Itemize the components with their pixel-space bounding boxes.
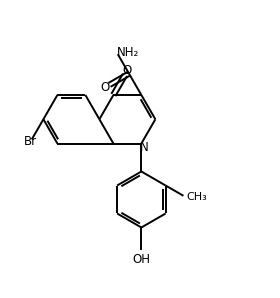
Text: CH₃: CH₃ — [186, 193, 207, 202]
Text: O: O — [100, 81, 109, 94]
Text: OH: OH — [132, 253, 150, 266]
Text: O: O — [123, 64, 132, 77]
Text: Br: Br — [24, 135, 37, 148]
Text: N: N — [140, 141, 149, 153]
Text: NH₂: NH₂ — [117, 46, 139, 60]
